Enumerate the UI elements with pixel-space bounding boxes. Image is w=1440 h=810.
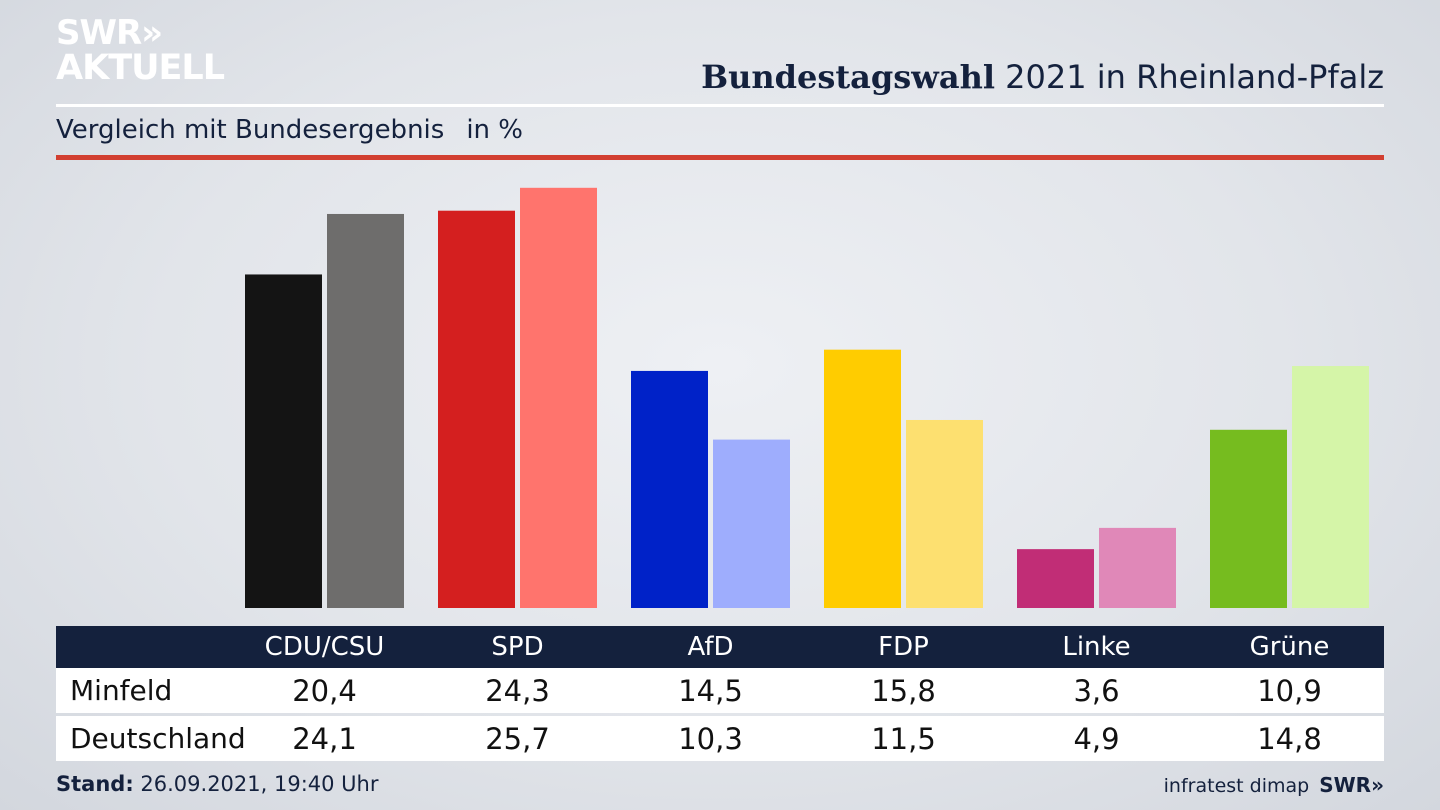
source-credit: infratest dimap SWR» [1164, 773, 1384, 797]
bar-spd-deutschland [520, 187, 597, 608]
bar-spd-minfeld [438, 210, 515, 608]
title-rest: 2021 in Rheinland-Pfalz [995, 58, 1384, 96]
value-linke-minfeld: 3,6 [1073, 673, 1120, 708]
value-fdp-minfeld: 15,8 [871, 673, 936, 708]
page-title: Bundestagswahl 2021 in Rheinland-Pfalz [701, 58, 1384, 96]
unit-label: in % [466, 115, 523, 145]
timestamp: Stand: 26.09.2021, 19:40 Uhr [56, 772, 379, 796]
source-text: infratest dimap [1163, 775, 1310, 797]
table-row-deutschland: Deutschland 24,1 25,7 10,3 11,5 4,9 14,8 [56, 716, 1384, 761]
logo-line-1: SWR» [56, 13, 163, 53]
table-row-minfeld: Minfeld 20,4 24,3 14,5 15,8 3,6 10,9 [56, 668, 1384, 713]
chart-subtitle: Vergleich mit Bundesergebnis in % [56, 115, 523, 145]
swr-brand-logo: SWR» [1319, 773, 1384, 797]
bar-cdu-csu-deutschland [327, 213, 404, 608]
table-header: CDU/CSU SPD AfD FDP Linke Grüne [56, 626, 1384, 668]
column-header-afd: AfD [687, 632, 734, 662]
value-gr-ne-deutschland: 14,8 [1257, 721, 1322, 756]
row-label: Minfeld [70, 674, 173, 707]
bar-fdp-minfeld [824, 349, 901, 608]
value-fdp-deutschland: 11,5 [871, 721, 936, 756]
stand-value: 26.09.2021, 19:40 Uhr [133, 772, 379, 796]
subtitle-divider [56, 155, 1384, 160]
bar-gr-ne-minfeld [1210, 429, 1287, 608]
value-spd-minfeld: 24,3 [485, 673, 550, 708]
bar-fdp-deutschland [906, 419, 983, 608]
value-afd-minfeld: 14,5 [678, 673, 743, 708]
column-header-gr-ne: Grüne [1249, 632, 1330, 662]
value-spd-deutschland: 25,7 [485, 721, 550, 756]
logo-line-2: AKTUELL [56, 48, 225, 88]
results-table: CDU/CSU SPD AfD FDP Linke Grüne Minfeld 20,4 2… [56, 626, 1384, 761]
swr-aktuell-logo: SWR» AKTUELL [56, 13, 225, 88]
row-label: Deutschland [70, 722, 246, 755]
stand-label: Stand: [56, 772, 134, 796]
subtitle-text: Vergleich mit Bundesergebnis [56, 115, 445, 145]
bar-cdu-csu-minfeld [245, 274, 322, 608]
column-header-linke: Linke [1062, 632, 1131, 662]
bar-linke-minfeld [1017, 549, 1094, 608]
bar-afd-minfeld [631, 370, 708, 608]
value-afd-deutschland: 10,3 [678, 721, 743, 756]
value-cdu-csu-deutschland: 24,1 [292, 721, 357, 756]
value-linke-deutschland: 4,9 [1073, 721, 1120, 756]
bar-afd-deutschland [713, 439, 790, 608]
title-divider [56, 104, 1384, 107]
value-cdu-csu-minfeld: 20,4 [292, 673, 357, 708]
bar-linke-deutschland [1099, 527, 1176, 608]
bar-gr-ne-deutschland [1292, 366, 1369, 608]
column-header-fdp: FDP [878, 632, 929, 662]
value-gr-ne-minfeld: 10,9 [1257, 673, 1322, 708]
title-bold: Bundestagswahl [701, 58, 995, 96]
column-header-spd: SPD [491, 632, 544, 662]
column-header-cdu-csu: CDU/CSU [264, 632, 385, 662]
